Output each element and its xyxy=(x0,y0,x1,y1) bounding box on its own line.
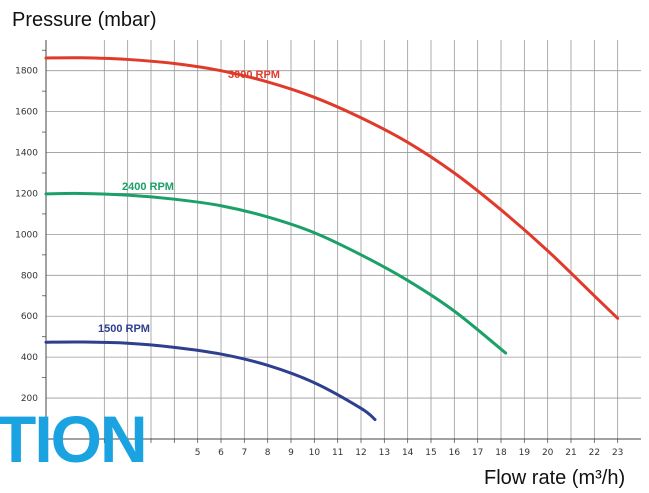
series-label-2400-rpm: 2400 RPM xyxy=(122,181,174,193)
x-tick-label: 19 xyxy=(519,448,531,458)
x-tick-label: 5 xyxy=(195,448,201,458)
x-tick-label: 18 xyxy=(495,448,507,458)
x-tick-label: 13 xyxy=(379,448,390,458)
x-tick-label: 20 xyxy=(542,448,554,458)
series-line-1500-rpm xyxy=(44,340,377,422)
y-tick-label: 1600 xyxy=(15,108,38,118)
series-line-3000-rpm xyxy=(44,56,620,320)
y-tick-label: 800 xyxy=(21,271,38,281)
x-tick-label: 16 xyxy=(449,448,461,458)
x-tick-label: 12 xyxy=(355,448,366,458)
y-tick-label: 1400 xyxy=(15,149,38,159)
axes xyxy=(45,40,641,440)
series-label-1500-rpm: 1500 RPM xyxy=(98,323,150,335)
watermark-text: TION xyxy=(0,402,146,476)
x-tick-label: 15 xyxy=(425,448,436,458)
x-tick-label: 14 xyxy=(402,448,414,458)
gridlines xyxy=(42,40,641,443)
x-tick-label: 23 xyxy=(612,448,623,458)
x-tick-label: 9 xyxy=(288,448,294,458)
x-tick-label: 11 xyxy=(332,448,343,458)
y-tick-label: 1800 xyxy=(15,67,38,77)
series-label-3000-rpm: 3000 RPM xyxy=(228,69,280,81)
y-tick-label: 400 xyxy=(21,353,38,363)
x-tick-label: 22 xyxy=(589,448,600,458)
x-axis-title: Flow rate (m³/h) xyxy=(484,467,625,489)
tick-labels: 5 6 7 8 9 10 11 12 13 14 15 16 17 18 19 20 21 22 23 200 400 6… xyxy=(15,67,623,458)
x-tick-label: 7 xyxy=(241,448,247,458)
x-tick-label: 21 xyxy=(565,448,576,458)
series-line-2400-rpm xyxy=(44,191,508,355)
series-lines xyxy=(44,56,620,422)
x-tick-label: 10 xyxy=(309,448,321,458)
x-tick-label: 17 xyxy=(472,448,483,458)
x-tick-label: 8 xyxy=(265,448,271,458)
x-tick-label: 6 xyxy=(218,448,224,458)
y-tick-label: 600 xyxy=(21,312,38,322)
y-tick-label: 200 xyxy=(21,394,38,404)
y-tick-label: 1200 xyxy=(15,189,38,199)
series-labels: 3000 RPM 2400 RPM 1500 RPM xyxy=(98,69,280,335)
y-axis-title: Pressure (mbar) xyxy=(12,9,156,31)
y-tick-label: 1000 xyxy=(15,230,38,240)
